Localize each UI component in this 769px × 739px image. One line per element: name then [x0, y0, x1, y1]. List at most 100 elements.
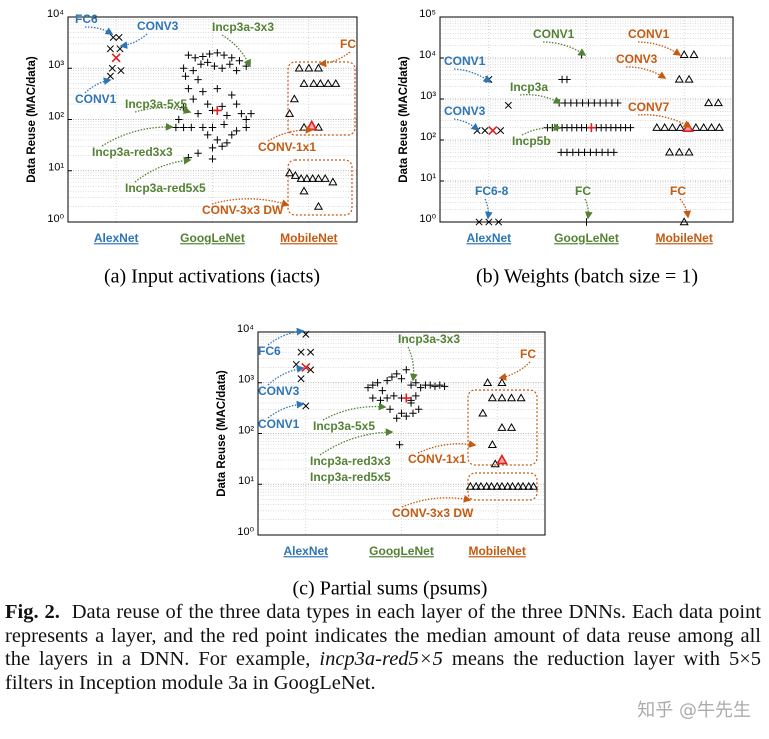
data-point: [496, 453, 508, 465]
data-point: [184, 84, 193, 93]
data-point: [208, 123, 217, 132]
x-tick-label: GoogLeNet: [180, 231, 245, 245]
data-point: [179, 64, 188, 72]
data-point: [440, 382, 449, 391]
annotation: FC: [575, 184, 591, 198]
annotation: CONV3: [258, 384, 300, 398]
data-point: [674, 74, 684, 83]
annotation-arrow: [322, 402, 387, 421]
data-point: [614, 99, 622, 107]
data-point: [409, 409, 417, 418]
data-point: [199, 123, 207, 132]
data-point: [518, 481, 528, 490]
y-tick-label: 10⁰: [237, 526, 254, 538]
data-point: [115, 33, 123, 41]
data-point: [674, 147, 684, 156]
annotation: Incp3a-3x3: [398, 332, 460, 346]
x-tick-label: AlexNet: [466, 231, 511, 245]
data-point: [397, 375, 406, 383]
annotation-arrow: [453, 118, 480, 132]
data-point: [172, 123, 180, 132]
data-point: [313, 201, 324, 210]
data-point: [210, 62, 219, 70]
data-point: [497, 481, 507, 490]
y-axis-label: Data Reuse (MAC/data): [398, 56, 410, 183]
annotation: CONV3: [137, 19, 179, 33]
data-point: [228, 91, 236, 99]
data-point: [285, 168, 295, 177]
caption-text: Data reuse of the three data types in ea…: [5, 601, 762, 670]
annotation-arrow: [221, 34, 251, 68]
x-tick-label: MobileNet: [655, 231, 712, 245]
data-point: [516, 393, 526, 402]
y-tick-label: 10²: [48, 110, 64, 122]
data-point: [232, 100, 241, 108]
data-point: [426, 381, 434, 389]
y-axis-label: Data Reuse (MAC/data): [26, 56, 38, 183]
data-point: [117, 67, 125, 75]
x-tick-label: GoogLeNet: [554, 231, 619, 245]
x-tick-label: AlexNet: [283, 544, 328, 558]
annotation: CONV1: [533, 27, 575, 41]
data-point: [299, 78, 309, 87]
data-point: [205, 50, 214, 58]
subtitle: (a) Input activations (iacts): [104, 266, 320, 288]
data-point: [706, 122, 717, 131]
annotation-arrow: [453, 68, 492, 83]
data-point: [213, 49, 222, 57]
data-point: [684, 147, 694, 156]
data-point: [675, 122, 685, 131]
data-point: [294, 63, 304, 72]
y-tick-label: 10³: [420, 90, 436, 102]
caption-italic: incp3a-red5×5: [319, 648, 443, 670]
data-point: [407, 399, 415, 407]
data-point: [475, 218, 483, 226]
y-tick-label: 10⁴: [237, 323, 254, 335]
data-point: [388, 373, 396, 381]
data-point: [213, 136, 222, 144]
annotation-arrow: [637, 41, 682, 56]
y-tick-label: 10³: [48, 59, 64, 71]
data-point: [218, 102, 226, 111]
data-point: [191, 54, 199, 62]
data-point: [684, 74, 694, 83]
data-point: [476, 481, 486, 490]
data-point: [181, 72, 190, 80]
data-point: [228, 131, 236, 139]
annotation: CONV-1x1: [258, 140, 316, 154]
data-point: [289, 94, 299, 103]
y-tick-label: 10³: [238, 374, 254, 386]
caption: Fig. 2. Data reuse of the three data typ…: [5, 601, 761, 695]
y-axis-label: Data Reuse (MAC/data): [216, 370, 228, 497]
data-point: [313, 63, 324, 72]
data-point: [364, 383, 372, 392]
x-tick-label: MobileNet: [280, 231, 337, 245]
annotation-arrow: [267, 365, 305, 386]
data-point: [713, 98, 723, 107]
annotation-arrow: [521, 123, 562, 136]
data-point: [506, 423, 517, 431]
caption-label: Fig. 2.: [5, 601, 60, 623]
y-tick-label: 10¹: [48, 162, 64, 174]
data-point: [194, 149, 202, 157]
data-point: [485, 218, 493, 226]
data-point: [220, 120, 228, 129]
data-point: [208, 155, 217, 163]
group-box: [287, 159, 353, 216]
data-point: [213, 84, 222, 93]
data-point: [111, 53, 121, 63]
annotation: CONV-1x1: [408, 452, 466, 466]
data-point: [313, 173, 324, 182]
data-point: [483, 378, 493, 386]
data-point: [626, 123, 635, 132]
data-point: [431, 382, 439, 391]
data-point: [393, 414, 401, 422]
watermark: 知乎 @牛先生: [637, 700, 751, 721]
annotation: Incp3a-3x3: [212, 20, 274, 34]
x-tick-label: MobileNet: [468, 544, 525, 558]
annotation: Incp3a: [510, 80, 548, 94]
data-point: [513, 481, 523, 490]
plot-frame: [67, 16, 358, 223]
data-point: [660, 122, 670, 131]
data-point: [184, 51, 193, 59]
